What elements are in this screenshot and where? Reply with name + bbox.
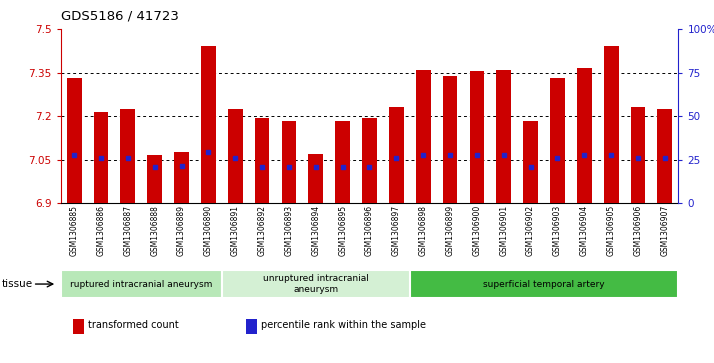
- Bar: [443, 76, 458, 203]
- Text: transformed count: transformed count: [88, 320, 178, 330]
- Bar: [362, 118, 377, 203]
- Text: superficial temporal artery: superficial temporal artery: [483, 280, 605, 289]
- Bar: [523, 121, 538, 203]
- Bar: [410, 270, 678, 298]
- Bar: [73, 319, 84, 334]
- Bar: [470, 71, 484, 203]
- Bar: [604, 46, 618, 203]
- Bar: [255, 118, 269, 203]
- Bar: [630, 107, 645, 203]
- Bar: [228, 109, 243, 203]
- Bar: [147, 155, 162, 203]
- Bar: [416, 70, 431, 203]
- Bar: [246, 319, 257, 334]
- Bar: [336, 121, 350, 203]
- Bar: [658, 109, 673, 203]
- Bar: [577, 68, 592, 203]
- Bar: [94, 112, 109, 203]
- Bar: [201, 46, 216, 203]
- Bar: [550, 78, 565, 203]
- Bar: [66, 78, 81, 203]
- Bar: [121, 109, 135, 203]
- Text: ruptured intracranial aneurysm: ruptured intracranial aneurysm: [70, 280, 213, 289]
- Bar: [308, 154, 323, 203]
- Text: unruptured intracranial
aneurysm: unruptured intracranial aneurysm: [263, 274, 368, 294]
- Text: tissue: tissue: [1, 279, 33, 289]
- Text: GDS5186 / 41723: GDS5186 / 41723: [61, 9, 178, 22]
- Bar: [496, 70, 511, 203]
- Bar: [61, 270, 222, 298]
- Bar: [174, 152, 189, 203]
- Bar: [281, 121, 296, 203]
- Bar: [389, 107, 403, 203]
- Text: percentile rank within the sample: percentile rank within the sample: [261, 320, 426, 330]
- Bar: [222, 270, 410, 298]
